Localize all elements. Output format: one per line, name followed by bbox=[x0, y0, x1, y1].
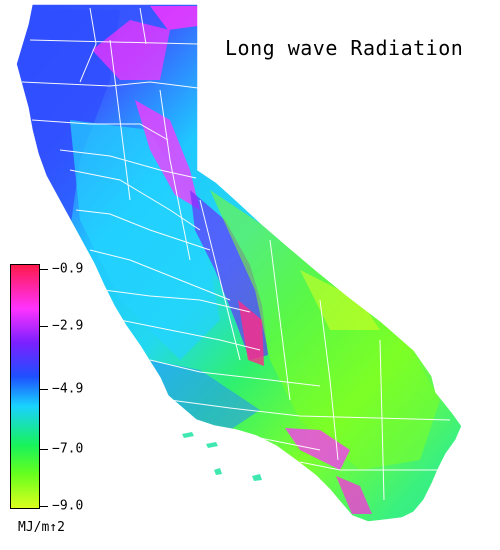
legend-tick bbox=[40, 326, 48, 327]
legend-tick-label: −7.0 bbox=[52, 441, 84, 457]
channel-islands bbox=[182, 432, 262, 481]
legend-tick bbox=[40, 389, 48, 390]
legend-color-bar bbox=[10, 264, 40, 509]
legend-tick-label: −0.9 bbox=[52, 261, 84, 277]
legend-tick bbox=[40, 269, 48, 270]
legend-tick bbox=[40, 449, 48, 450]
legend-unit-label: MJ/m↑2 bbox=[18, 520, 65, 535]
legend-tick-label: −2.9 bbox=[52, 318, 84, 334]
color-legend: −0.9 −2.9 −4.9 −7.0 −9.0 bbox=[10, 262, 83, 514]
legend-tick bbox=[40, 506, 48, 507]
map-title: Long wave Radiation bbox=[225, 36, 464, 60]
legend-tick-label: −4.9 bbox=[52, 381, 84, 397]
legend-tick-label: −9.0 bbox=[52, 498, 84, 514]
